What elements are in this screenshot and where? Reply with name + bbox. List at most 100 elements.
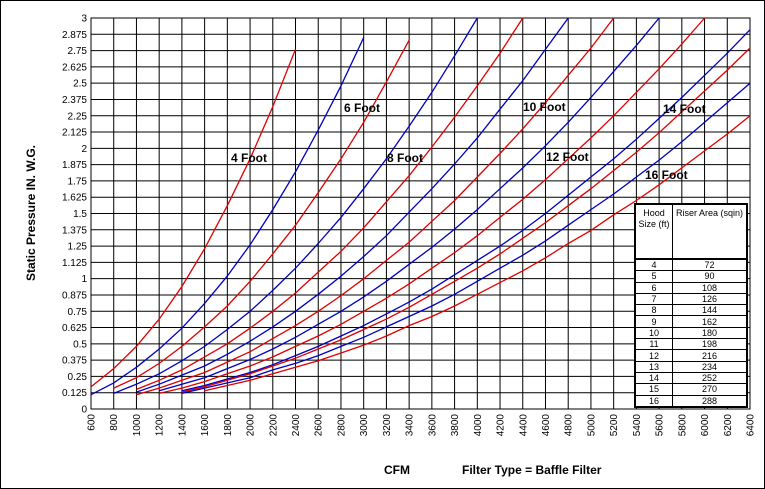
x-tick-label: 1400 <box>177 414 188 437</box>
table-cell: 15 <box>634 383 673 396</box>
table-row: 5 90 <box>634 270 748 283</box>
x-tick-label: 4800 <box>564 414 575 437</box>
y-tick-label: 2.625 <box>62 62 87 73</box>
labels: 0 0.125 0.25 0.375 0.5 0.625 0.75 0.875 1 1.125 1.… <box>62 14 757 437</box>
x-tick-label: 600 <box>87 414 98 431</box>
y-tick-label: 2.125 <box>62 128 87 139</box>
x-tick-label: 5800 <box>677 414 688 437</box>
table-row: 10 180 <box>634 326 748 340</box>
table-cell: 8 <box>634 304 673 317</box>
annotation: 16 Foot <box>645 168 688 182</box>
table-header: Hood Size (ft) <box>634 203 673 260</box>
table-cell: 72 <box>672 258 748 272</box>
x-tick-label: 5200 <box>609 414 620 437</box>
table-cell: 162 <box>672 315 748 328</box>
series-line <box>136 17 524 391</box>
series-line <box>136 17 569 393</box>
table-cell: 108 <box>672 281 748 294</box>
table-cell: 6 <box>634 281 673 294</box>
x-tick-label: 2000 <box>246 414 257 437</box>
table-cell: 7 <box>634 292 673 306</box>
y-tick-label: 0 <box>81 405 87 416</box>
series-line <box>159 17 706 395</box>
x-tick-label: 1000 <box>132 414 143 437</box>
y-tick-label: 1.5 <box>73 209 87 220</box>
y-tick-label: 2.375 <box>62 95 87 106</box>
lines <box>90 17 751 396</box>
y-tick-label: 1.125 <box>62 258 87 269</box>
y-tick-label: 1.75 <box>68 176 88 187</box>
table-row: 4 72 <box>634 258 748 272</box>
x-tick-label: 2600 <box>314 414 325 437</box>
table-row: 12 216 <box>634 349 748 362</box>
annotation: 12 Foot <box>546 150 589 164</box>
annotation: 4 Foot <box>231 151 267 165</box>
y-tick-label: 2 <box>81 144 87 155</box>
table-row: 16 288 <box>634 394 748 408</box>
series-line <box>181 82 751 395</box>
table-cell: 198 <box>672 338 748 351</box>
x-tick-label: 6400 <box>746 414 757 437</box>
table-row: 14 252 <box>634 371 748 385</box>
series-line <box>181 29 751 392</box>
table-cell: 252 <box>672 371 748 385</box>
y-tick-label: 2.875 <box>62 30 87 41</box>
y-tick-label: 0.25 <box>68 372 88 383</box>
table-row: 8 144 <box>634 304 748 317</box>
y-tick-label: 2.75 <box>68 46 88 57</box>
annotation: 10 Foot <box>523 100 566 114</box>
series-line <box>90 49 297 388</box>
table-cell: 13 <box>634 360 673 373</box>
table-row: 11 198 <box>634 338 748 351</box>
x-tick-label: 5400 <box>632 414 643 437</box>
y-tick-label: 0.75 <box>68 307 88 318</box>
table-row: 15 270 <box>634 383 748 396</box>
y-tick-label: 1.875 <box>62 160 87 171</box>
table-header: Riser Area (sqin) <box>672 203 748 260</box>
table-cell: 9 <box>634 315 673 328</box>
x-tick-label: 3200 <box>382 414 393 437</box>
x-tick-label: 6000 <box>700 414 711 437</box>
y-tick-label: 1.625 <box>62 193 87 204</box>
table-cell: 10 <box>634 326 673 340</box>
y-tick-label: 0.125 <box>62 388 87 399</box>
y-tick-label: 2.25 <box>68 111 88 122</box>
table-cell: 4 <box>634 258 673 272</box>
y-axis-label: Static Pressure IN. W.G. <box>24 145 38 281</box>
table-cell: 144 <box>672 304 748 317</box>
x-tick-label: 2200 <box>268 414 279 437</box>
y-tick-label: 0.625 <box>62 323 87 334</box>
table-row: 7 126 <box>634 292 748 306</box>
annotation: 14 Foot <box>663 102 706 116</box>
table-cell: 14 <box>634 371 673 385</box>
y-tick-label: 3 <box>81 14 87 25</box>
x-axis-label: CFM <box>384 463 410 477</box>
x-tick-label: 1800 <box>223 414 234 437</box>
x-tick-label: 3800 <box>450 414 461 437</box>
table-header-row: Hood Size (ft) Riser Area (sqin) <box>634 203 748 260</box>
x-tick-label: 800 <box>109 414 120 431</box>
x-tick-label: 2400 <box>291 414 302 437</box>
series-line <box>204 115 751 392</box>
table-cell: 270 <box>672 383 748 396</box>
table-row: 13 234 <box>634 360 748 373</box>
table-row: 6 108 <box>634 281 748 294</box>
series-line <box>159 17 660 392</box>
x-tick-label: 5600 <box>655 414 666 437</box>
x-tick-label: 4400 <box>518 414 529 437</box>
series-line <box>90 37 365 396</box>
annotation: 6 Foot <box>344 101 380 115</box>
subtitle: Filter Type = Baffle Filter <box>462 463 602 477</box>
y-tick-label: 0.5 <box>73 339 87 350</box>
x-tick-label: 4200 <box>496 414 507 437</box>
x-tick-label: 1600 <box>200 414 211 437</box>
x-tick-label: 3600 <box>427 414 438 437</box>
x-tick-label: 2800 <box>336 414 347 437</box>
y-tick-label: 0.875 <box>62 290 87 301</box>
y-tick-label: 2.5 <box>73 79 87 90</box>
x-tick-label: 1200 <box>155 414 166 437</box>
x-tick-label: 3400 <box>405 414 416 437</box>
x-tick-label: 4000 <box>473 414 484 437</box>
table-cell: 12 <box>634 349 673 362</box>
